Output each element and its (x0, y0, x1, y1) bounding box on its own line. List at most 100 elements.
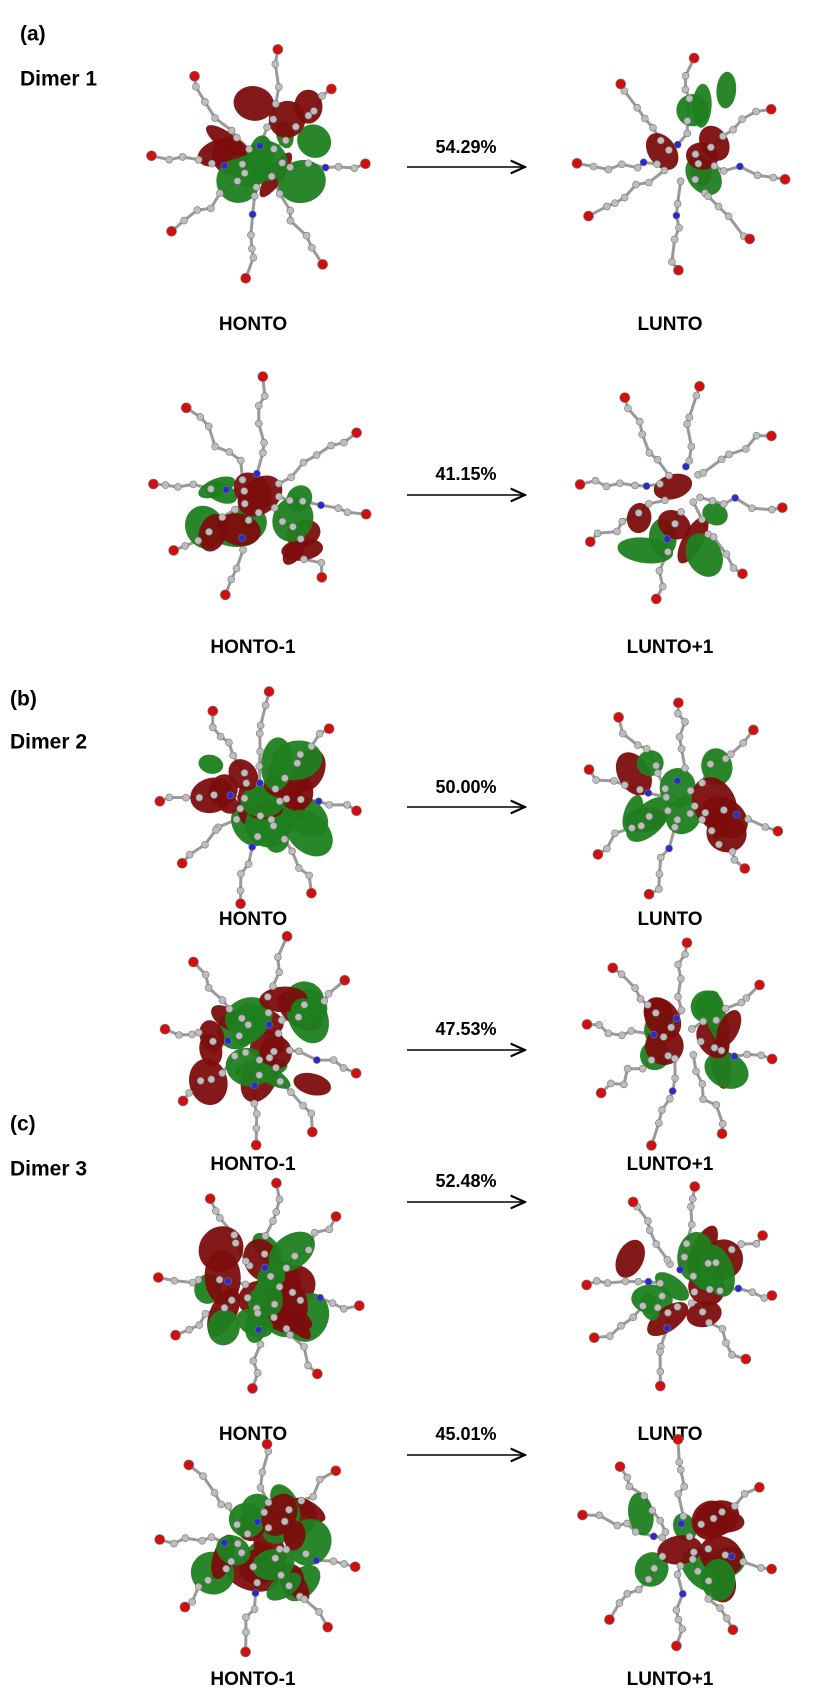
atom (217, 733, 224, 740)
atom (730, 565, 737, 572)
atom (754, 172, 761, 179)
atom (731, 1503, 738, 1510)
atom (730, 126, 737, 133)
atom (313, 452, 320, 459)
atom (306, 872, 313, 879)
atom (205, 1577, 212, 1584)
atom (226, 1005, 233, 1012)
atom (275, 493, 282, 500)
atom (693, 392, 700, 399)
atom (718, 456, 725, 463)
atom (328, 442, 335, 449)
atom (617, 1322, 624, 1329)
atom (720, 167, 727, 174)
atom (605, 166, 612, 173)
atom (312, 1369, 322, 1379)
atom (225, 739, 232, 746)
atom (606, 1333, 613, 1340)
atom (228, 127, 235, 134)
atom (219, 514, 226, 521)
atom (644, 889, 654, 899)
atom (176, 1031, 183, 1038)
atom (186, 1089, 193, 1096)
atom (318, 559, 325, 566)
atom (604, 1280, 611, 1287)
atom (661, 167, 668, 174)
atom (649, 1507, 656, 1514)
atom (611, 830, 618, 837)
atom (179, 153, 186, 160)
orbital-label: HONTO-1 (210, 637, 296, 658)
atom (686, 414, 693, 421)
atom (295, 1014, 302, 1021)
atom (248, 1383, 258, 1393)
atom (306, 888, 316, 898)
atom (273, 44, 283, 54)
atom (635, 1586, 642, 1593)
atom (681, 1483, 688, 1490)
atom (767, 1054, 777, 1064)
dimer-name: Dimer 3 (10, 1158, 87, 1181)
atom (616, 480, 623, 487)
atom (276, 1546, 283, 1553)
atom (238, 1015, 245, 1022)
atom (212, 827, 219, 834)
atom (326, 84, 336, 94)
atom (192, 83, 199, 90)
atom (270, 145, 277, 152)
atom (738, 1241, 745, 1248)
atom (645, 1576, 652, 1583)
atom (361, 509, 371, 519)
atom (247, 232, 254, 239)
atom (219, 1070, 226, 1077)
atom (313, 1057, 320, 1064)
molecule (160, 931, 361, 1150)
atom (310, 108, 317, 115)
atom (245, 861, 252, 868)
atom (684, 421, 691, 428)
atom (726, 451, 733, 458)
atom (210, 792, 217, 799)
atom (684, 117, 691, 124)
atom (275, 480, 282, 487)
atom (646, 1227, 653, 1234)
atom (657, 854, 664, 861)
atom (265, 1009, 272, 1016)
atom (705, 1260, 712, 1267)
atom (593, 849, 603, 859)
atom (671, 236, 678, 243)
atom (643, 745, 650, 752)
atom (674, 200, 681, 207)
atom (674, 777, 681, 784)
atom (227, 792, 234, 799)
atom (697, 1038, 704, 1045)
atom (212, 1207, 219, 1214)
atom (189, 1279, 196, 1286)
atom (259, 449, 266, 456)
atom (259, 1469, 266, 1476)
atom (603, 483, 610, 490)
atom (286, 1331, 293, 1338)
atom (221, 1539, 228, 1546)
atom (237, 805, 244, 812)
atom (269, 983, 276, 990)
orbital-label: LUNTO (637, 314, 702, 335)
transition-percent: 50.00% (435, 777, 496, 797)
atom (285, 1506, 292, 1513)
atom (674, 816, 681, 823)
atom (659, 583, 666, 590)
atom (644, 1001, 651, 1008)
atom (289, 523, 296, 530)
atom (741, 1490, 748, 1497)
atom (232, 1240, 239, 1247)
atom (254, 833, 261, 840)
atom (241, 273, 251, 283)
atom (321, 997, 328, 1004)
atom (255, 420, 262, 427)
atom (665, 1052, 672, 1059)
atom (744, 1051, 751, 1058)
atom (661, 497, 668, 504)
molecule (584, 698, 783, 899)
atom (274, 954, 281, 961)
atom (654, 770, 661, 777)
